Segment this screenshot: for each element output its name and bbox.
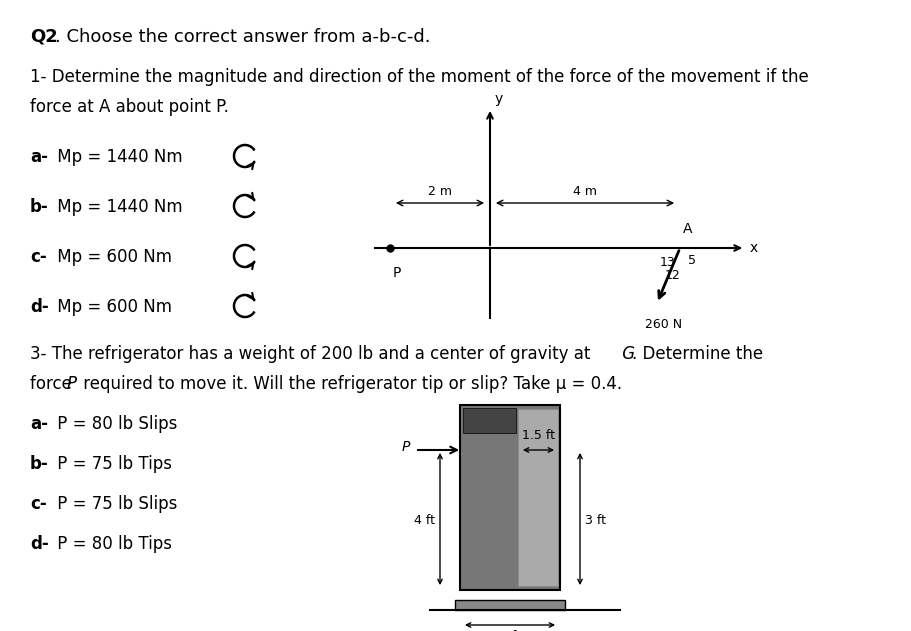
Text: P = 80 lb Slips: P = 80 lb Slips xyxy=(52,415,178,433)
Text: d-: d- xyxy=(30,535,49,553)
Bar xyxy=(463,408,516,433)
Text: 1- Determine the magnitude and direction of the moment of the force of the movem: 1- Determine the magnitude and direction… xyxy=(30,68,809,86)
Text: 3 ft: 3 ft xyxy=(585,514,606,526)
Text: force at A about point P.: force at A about point P. xyxy=(30,98,229,116)
Text: Mp = 600 Nm: Mp = 600 Nm xyxy=(52,248,172,266)
Text: . Determine the: . Determine the xyxy=(632,345,763,363)
Text: force: force xyxy=(30,375,77,393)
Text: G: G xyxy=(617,345,635,363)
Text: 3- The refrigerator has a weight of 200 lb and a center of gravity at: 3- The refrigerator has a weight of 200 … xyxy=(30,345,590,363)
Text: a-: a- xyxy=(30,148,48,166)
Text: P = 75 lb Slips: P = 75 lb Slips xyxy=(52,495,178,513)
Text: Mp = 1440 Nm: Mp = 1440 Nm xyxy=(52,198,182,216)
Text: required to move it. Will the refrigerator tip or slip? Take μ = 0.4.: required to move it. Will the refrigerat… xyxy=(78,375,622,393)
Text: 260 N: 260 N xyxy=(645,319,682,331)
Text: c-: c- xyxy=(30,248,46,266)
Text: 3 ft: 3 ft xyxy=(499,630,520,631)
Text: 1.5 ft: 1.5 ft xyxy=(523,429,556,442)
Text: 5: 5 xyxy=(688,254,696,266)
Text: 2 m: 2 m xyxy=(428,185,452,198)
Text: P = 75 lb Tips: P = 75 lb Tips xyxy=(52,455,172,473)
Text: Q2: Q2 xyxy=(30,28,57,46)
Text: c-: c- xyxy=(30,495,46,513)
Text: Mp = 600 Nm: Mp = 600 Nm xyxy=(52,298,172,316)
Text: Mp = 1440 Nm: Mp = 1440 Nm xyxy=(52,148,182,166)
Text: 4 ft: 4 ft xyxy=(414,514,435,526)
Text: P: P xyxy=(393,266,402,280)
Text: P = 80 lb Tips: P = 80 lb Tips xyxy=(52,535,172,553)
Text: a-: a- xyxy=(30,415,48,433)
Text: y: y xyxy=(495,92,503,106)
Text: 13: 13 xyxy=(660,256,675,269)
Text: . Choose the correct answer from a-b-c-d.: . Choose the correct answer from a-b-c-d… xyxy=(55,28,431,46)
Text: A: A xyxy=(683,222,692,236)
Text: b-: b- xyxy=(30,198,49,216)
Text: P: P xyxy=(402,440,410,454)
Bar xyxy=(460,405,560,590)
Text: 12: 12 xyxy=(665,269,681,282)
Text: b-: b- xyxy=(30,455,49,473)
Text: d-: d- xyxy=(30,298,49,316)
Text: P: P xyxy=(67,375,77,393)
Text: x: x xyxy=(750,241,758,255)
Text: 4 m: 4 m xyxy=(573,185,597,198)
Bar xyxy=(518,409,558,586)
Bar xyxy=(455,600,565,610)
